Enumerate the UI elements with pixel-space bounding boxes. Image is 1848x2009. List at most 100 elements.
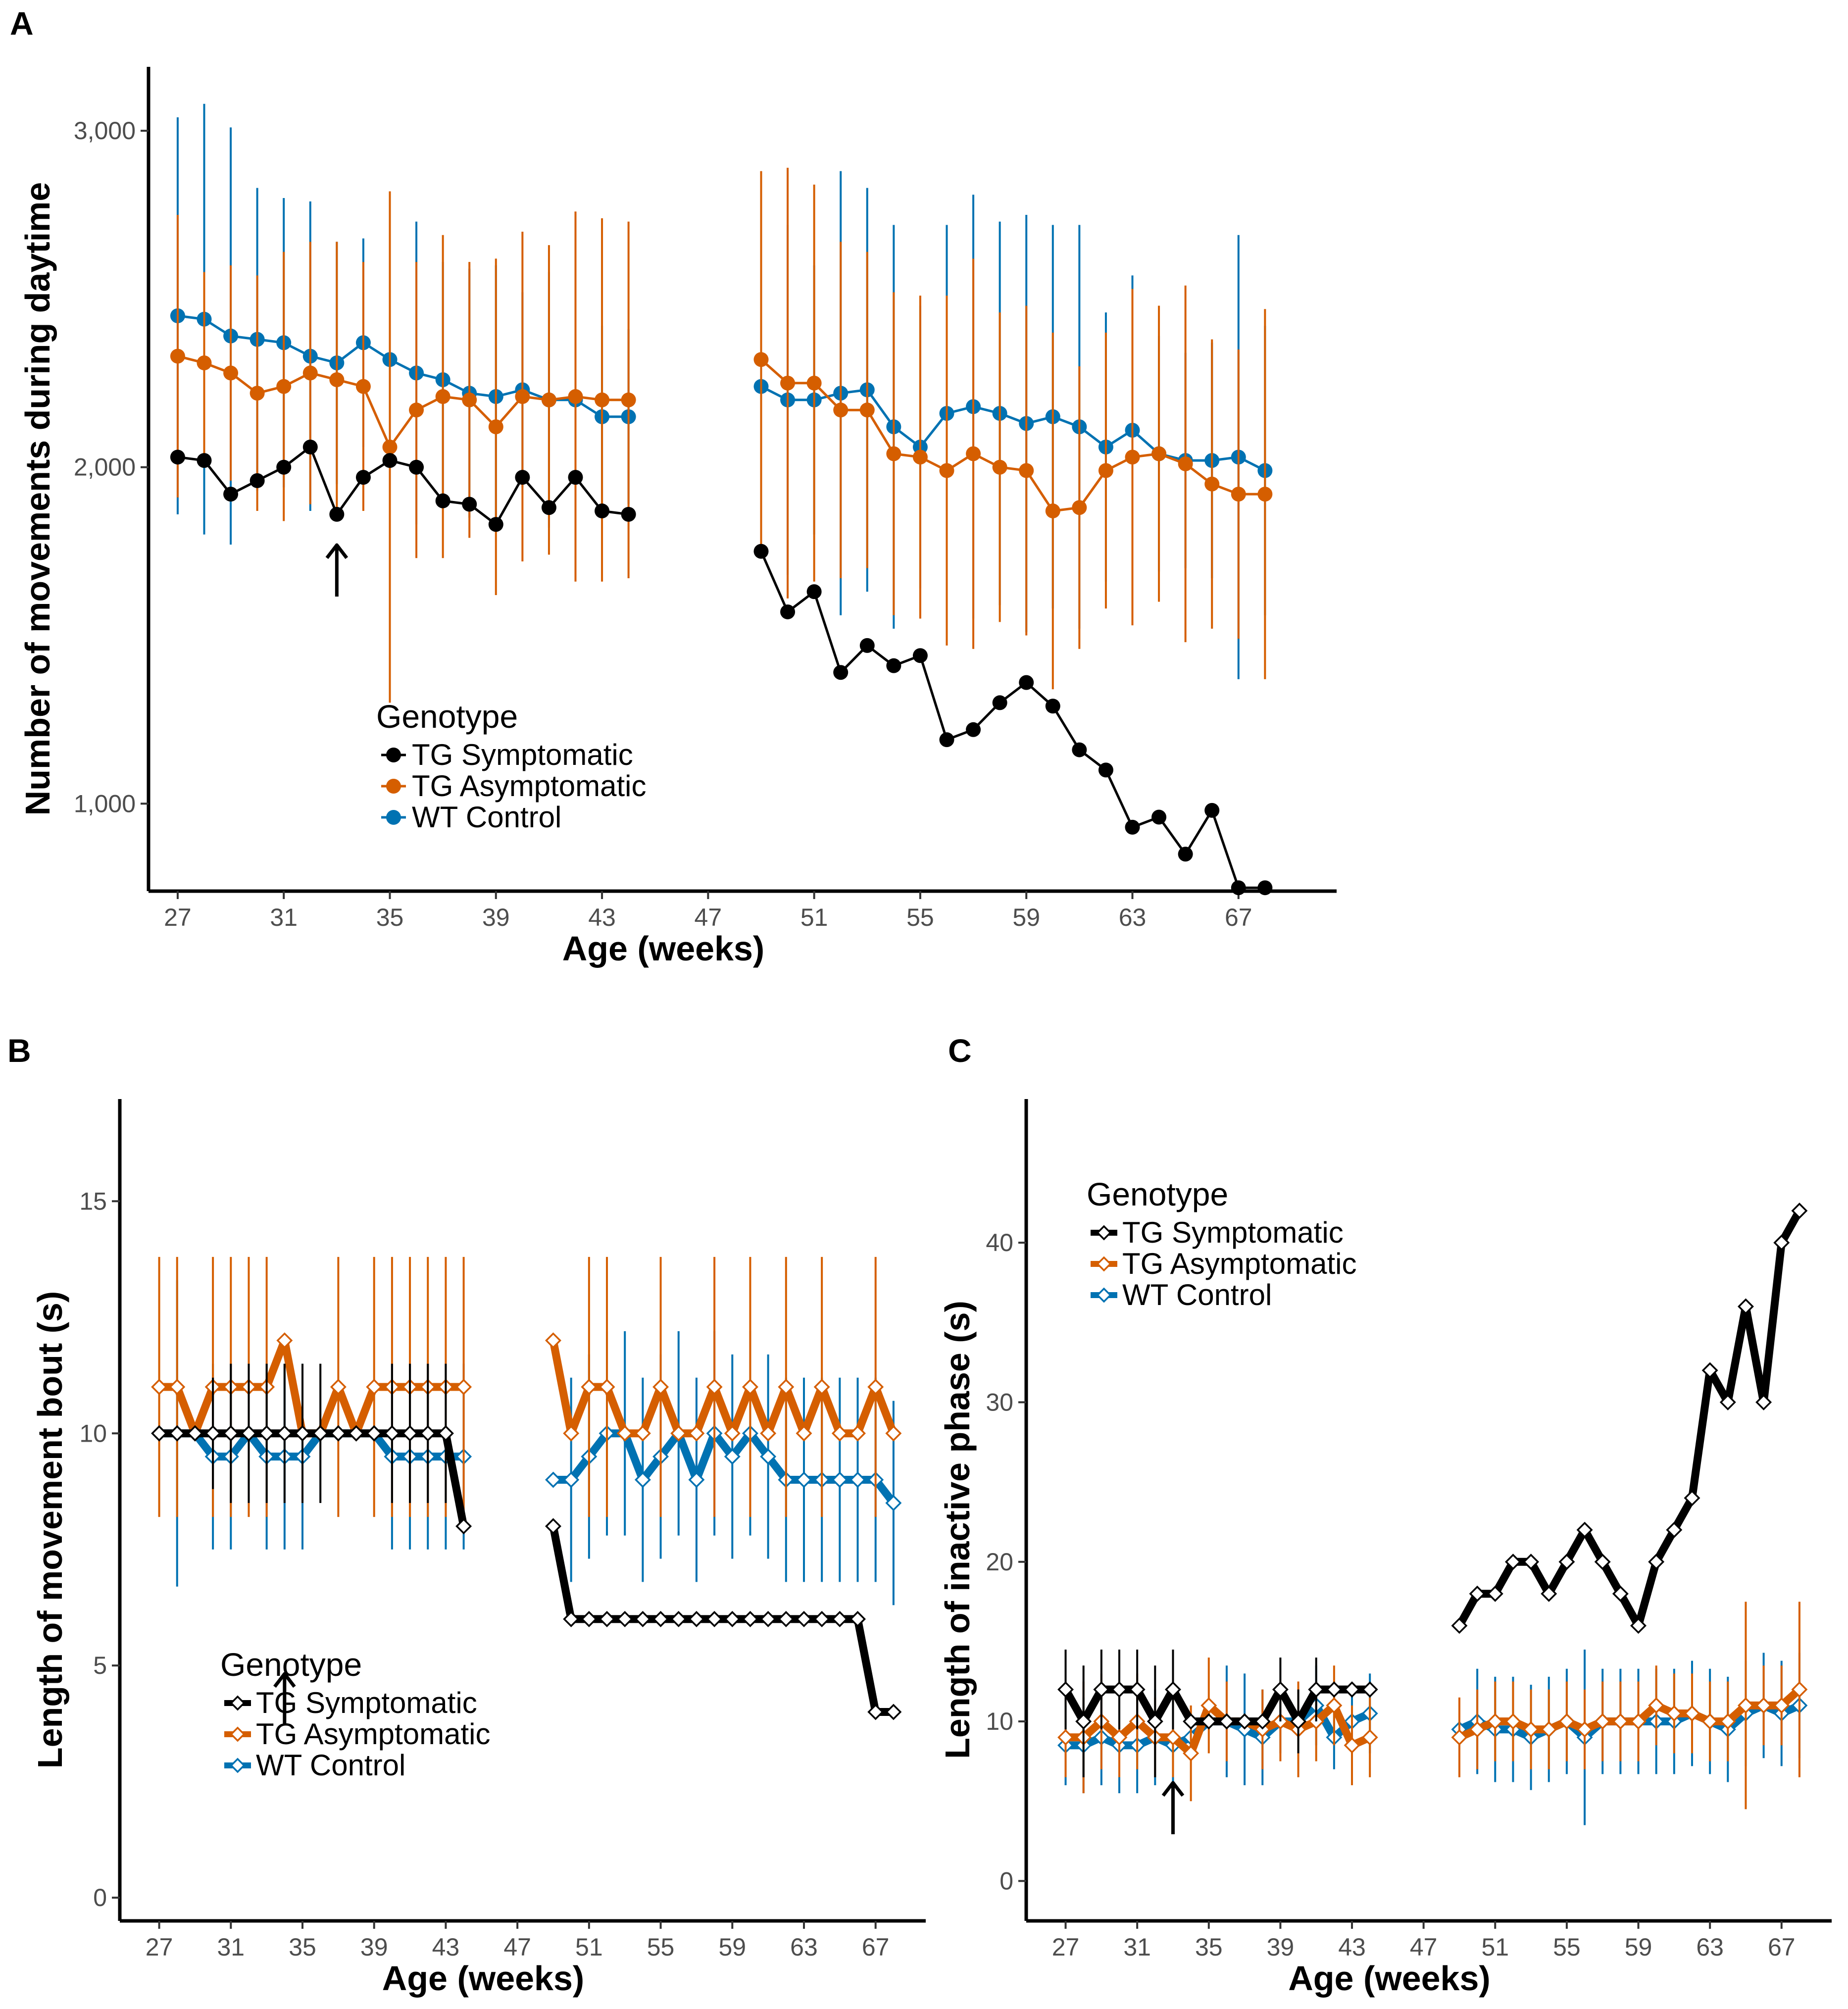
data-point: [1327, 1683, 1341, 1697]
x-axis-title: Age (weeks): [562, 929, 764, 968]
x-tick-label: 43: [588, 904, 616, 931]
data-point: [1099, 463, 1113, 478]
legend-item-tg-symptomatic: TG Symptomatic: [1091, 1216, 1344, 1249]
data-point: [913, 450, 928, 464]
data-point: [966, 722, 981, 737]
data-point: [356, 470, 371, 485]
y-axis-title: Number of movements during daytime: [18, 182, 57, 816]
y-tick-label: 3,000: [74, 117, 136, 145]
legend-item-tg-asymptomatic: TG Asymptomatic: [224, 1717, 490, 1751]
x-tick-label: 55: [647, 1933, 675, 1961]
data-point: [276, 460, 291, 475]
data-point: [303, 365, 318, 380]
x-tick-label: 67: [1225, 904, 1252, 931]
data-point: [1257, 880, 1272, 895]
x-tick-label: 59: [1625, 1933, 1652, 1961]
series-tg-symptomatic: [170, 440, 1272, 895]
legend-key-marker: [386, 779, 401, 794]
data-point: [1072, 743, 1087, 757]
data-point: [409, 402, 424, 417]
data-point: [1125, 820, 1140, 835]
series-line: [1066, 1706, 1370, 1754]
data-point: [383, 453, 398, 468]
data-point: [303, 440, 318, 454]
data-point: [260, 1426, 274, 1440]
data-point: [1125, 450, 1140, 464]
data-point: [170, 349, 185, 363]
data-point: [797, 1473, 811, 1487]
data-point: [1151, 809, 1166, 824]
data-point: [887, 1705, 900, 1719]
x-axis-title: Age (weeks): [1288, 1959, 1490, 1998]
data-point: [515, 470, 530, 485]
data-point: [851, 1473, 865, 1487]
data-point: [385, 1426, 399, 1440]
figure: A27 31 35 39 43 47 51 55 59 63 671,0002,0003,000Ag…: [0, 0, 1848, 2009]
panel-letter-b: B: [7, 1032, 31, 1069]
data-point: [403, 1426, 417, 1440]
data-point: [462, 497, 477, 511]
data-point: [1099, 762, 1113, 777]
x-tick-label: 43: [432, 1933, 460, 1961]
data-point: [940, 732, 954, 747]
data-point: [1204, 477, 1219, 492]
data-point: [1613, 1714, 1627, 1728]
y-tick-label: 20: [986, 1548, 1013, 1576]
series-line: [178, 316, 629, 417]
x-tick-label: 63: [1696, 1933, 1724, 1961]
x-tick-label: 51: [575, 1933, 603, 1961]
data-point: [329, 372, 344, 387]
legend-item-tg-symptomatic: TG Symptomatic: [224, 1686, 477, 1719]
data-point: [993, 460, 1007, 475]
legend-item-tg-asymptomatic: TG Asymptomatic: [381, 769, 646, 803]
x-axis-title: Age (weeks): [382, 1959, 584, 1998]
legend-key-marker: [231, 1697, 244, 1709]
y-axis-title: Length of movement bout (s): [31, 1291, 69, 1768]
x-tick-label: 63: [1119, 904, 1147, 931]
series-tg-asymptomatic: [170, 168, 1272, 703]
x-tick-label: 35: [1195, 1933, 1223, 1961]
data-point: [436, 389, 450, 404]
x-tick-label: 35: [376, 904, 404, 931]
legend-key-marker: [386, 810, 401, 825]
x-tick-label: 59: [718, 1933, 746, 1961]
data-point: [886, 658, 901, 673]
data-point: [1345, 1683, 1359, 1697]
data-point: [886, 447, 901, 461]
x-tick-label: 39: [360, 1933, 388, 1961]
legend-label: WT Control: [256, 1749, 405, 1782]
x-tick-label: 59: [1012, 904, 1040, 931]
data-point: [600, 1612, 614, 1626]
data-point: [754, 352, 769, 367]
y-tick-label: 15: [79, 1187, 107, 1215]
legend-item-tg-symptomatic: TG Symptomatic: [381, 738, 633, 771]
data-point: [223, 365, 238, 380]
x-tick-label: 63: [790, 1933, 818, 1961]
series-line: [761, 359, 1265, 511]
legend-item-wt-control: WT Control: [381, 801, 561, 834]
data-point: [815, 1612, 829, 1626]
legend-label: TG Asymptomatic: [412, 769, 646, 803]
x-tick-label: 39: [1267, 1933, 1295, 1961]
data-point: [860, 638, 875, 653]
data-point: [725, 1612, 739, 1626]
data-point: [547, 1473, 560, 1487]
data-point: [1046, 699, 1060, 713]
data-point: [636, 1612, 649, 1626]
data-point: [618, 1612, 632, 1626]
data-point: [913, 648, 928, 663]
x-tick-label: 31: [217, 1933, 245, 1961]
x-tick-label: 47: [1410, 1933, 1438, 1961]
data-point: [170, 1426, 184, 1440]
x-tick-label: 31: [270, 904, 298, 931]
y-tick-label: 10: [986, 1708, 1013, 1735]
data-point: [197, 453, 212, 468]
legend: Genotype TG SymptomaticTG AsymptomaticWT …: [220, 1646, 490, 1782]
panel-letter-a: A: [10, 5, 34, 42]
y-tick-label: 2,000: [74, 453, 136, 481]
legend-label: WT Control: [412, 801, 561, 834]
data-point: [797, 1612, 811, 1626]
data-point: [582, 1612, 596, 1626]
x-tick-label: 27: [164, 904, 192, 931]
data-point: [1204, 803, 1219, 818]
